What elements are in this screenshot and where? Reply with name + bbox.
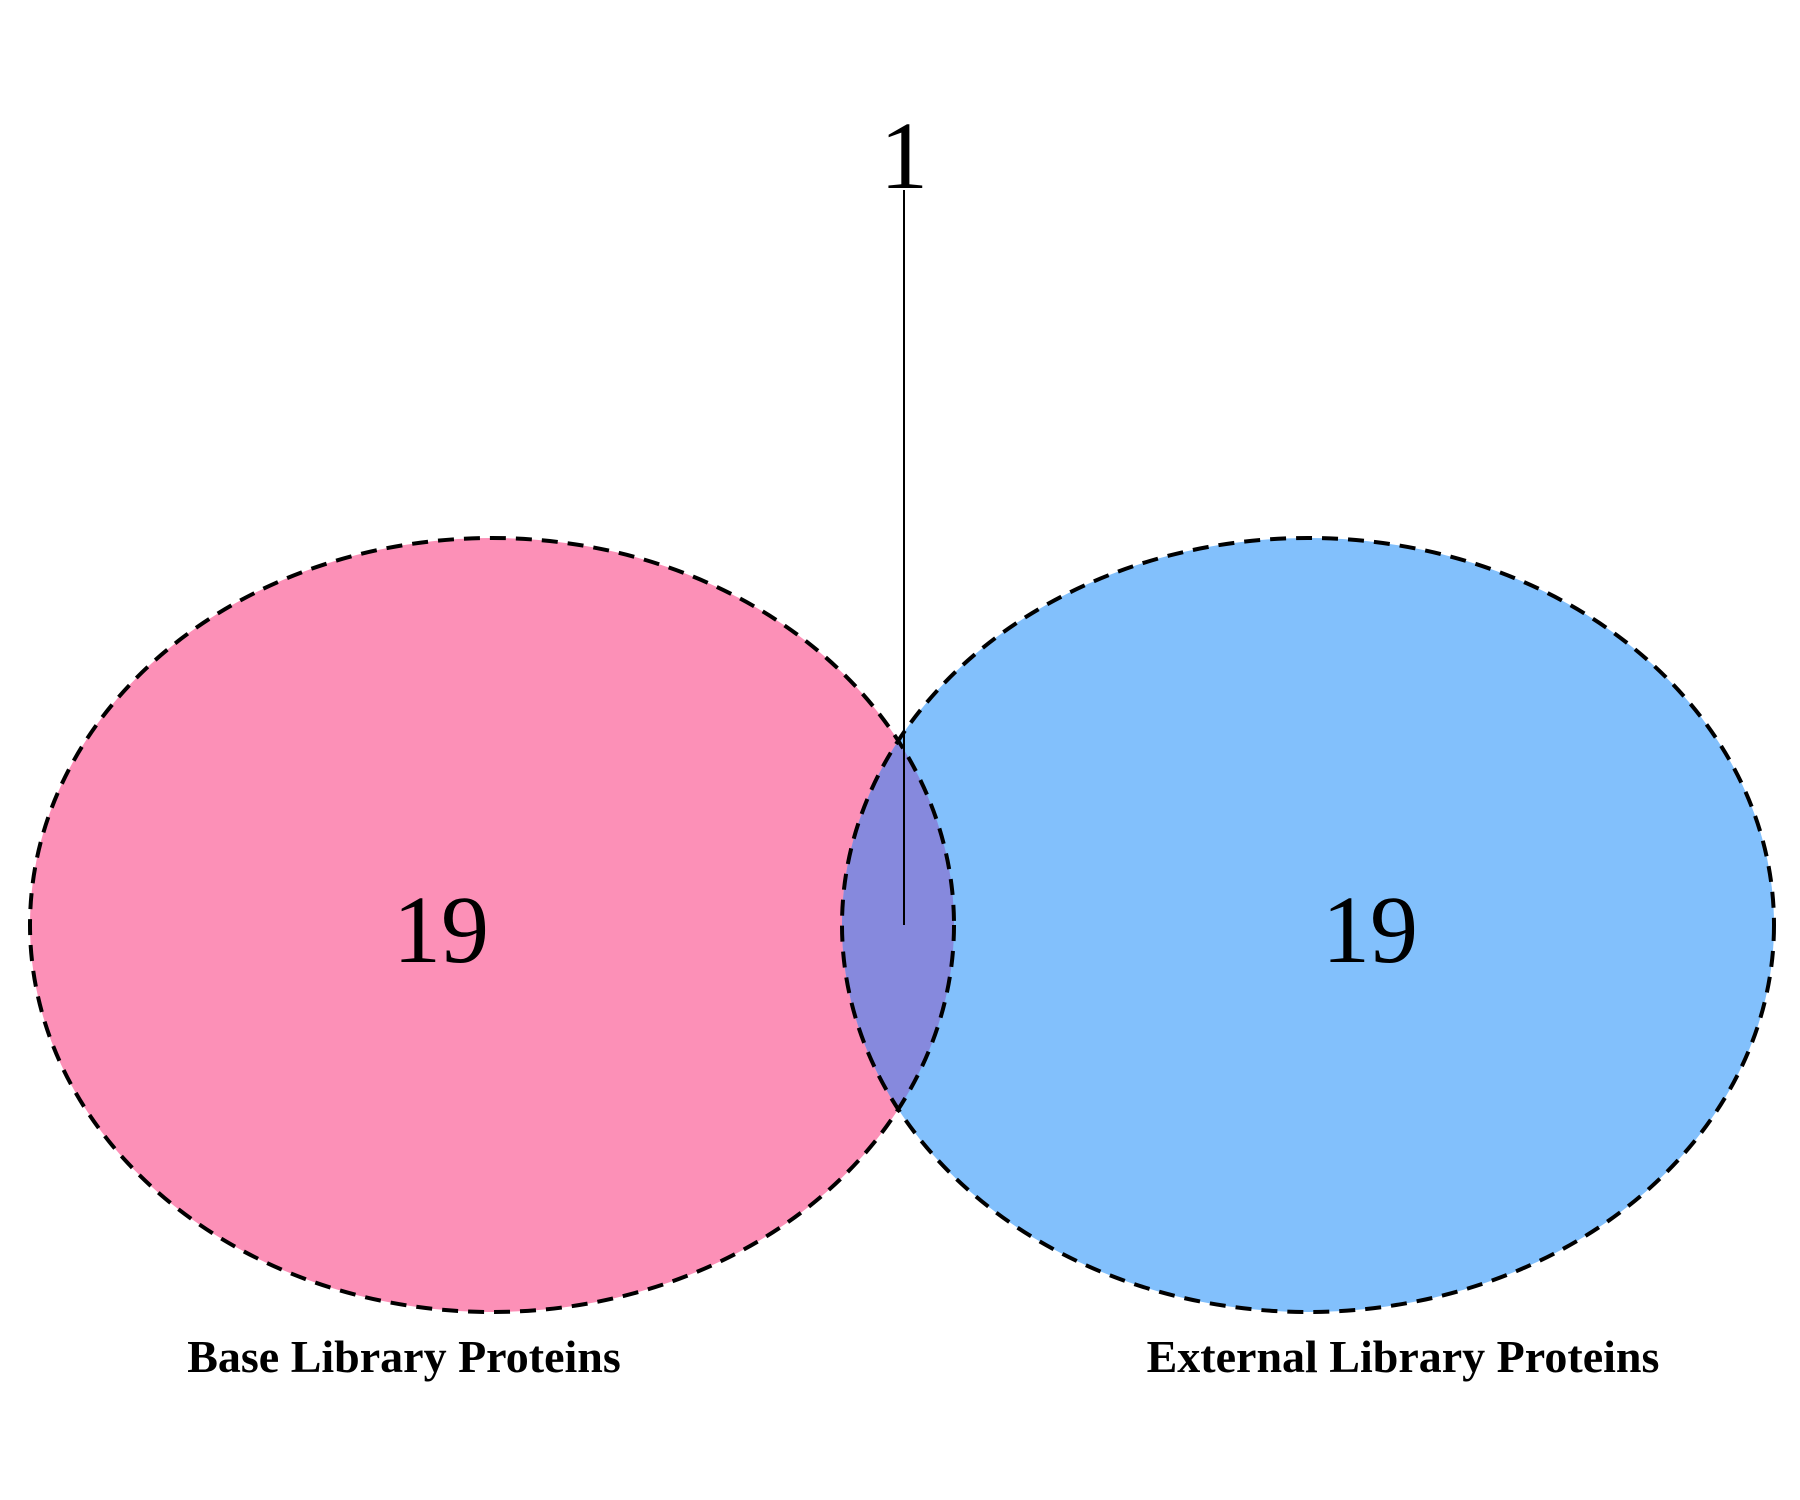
base-library-label: Base Library Proteins: [187, 1331, 621, 1382]
intersection-count: 1: [880, 102, 928, 209]
base-library-count: 19: [393, 876, 489, 983]
external-library-outline: [840, 536, 1776, 1314]
external-library-circle: [842, 538, 1774, 1312]
external-library-label: External Library Proteins: [1147, 1331, 1660, 1382]
base-library-circle: [30, 538, 954, 1312]
external-library-count: 19: [1322, 876, 1418, 983]
base-library-outline: [28, 536, 956, 1314]
